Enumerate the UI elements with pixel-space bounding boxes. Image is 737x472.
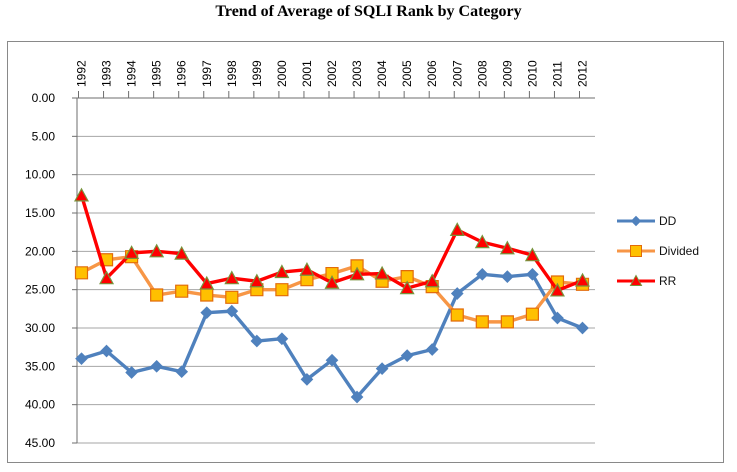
marker-rr xyxy=(499,240,515,255)
marker-divided xyxy=(275,283,289,297)
x-axis-label: 2002 xyxy=(325,60,339,87)
legend-label: RR xyxy=(659,274,677,288)
x-axis-label: 1995 xyxy=(150,60,164,87)
marker-divided xyxy=(525,307,539,321)
x-axis-label: 2006 xyxy=(425,60,439,87)
x-axis-label: 2012 xyxy=(576,60,590,87)
marker-rr xyxy=(274,264,290,279)
x-axis-label: 2004 xyxy=(375,60,389,87)
legend-item-dd: DD xyxy=(616,211,699,231)
marker-dd xyxy=(350,390,364,404)
marker-divided xyxy=(450,308,464,322)
x-axis-label: 2003 xyxy=(350,60,364,87)
x-axis-label: 2009 xyxy=(500,60,514,87)
marker-dd xyxy=(75,352,88,366)
x-axis-label: 1997 xyxy=(200,60,214,87)
x-axis-label: 1993 xyxy=(100,60,114,87)
marker-rr xyxy=(324,275,340,289)
y-axis-label: 30.00 xyxy=(25,321,55,335)
diamond-marker-icon xyxy=(617,215,655,227)
plot-area: 0.00 5.00 10.00 15.00 20.00 25.00 30.00 35.00 40… xyxy=(25,60,595,450)
square-marker-icon xyxy=(617,245,655,257)
marker-dd xyxy=(200,306,214,320)
chart-title: Trend of Average of SQLI Rank by Categor… xyxy=(215,3,522,20)
marker-dd xyxy=(275,332,289,346)
marker-rr xyxy=(549,282,565,297)
y-axis-label: 25.00 xyxy=(25,283,55,297)
y-axis-label: 40.00 xyxy=(25,398,55,412)
y-axis-label: 20.00 xyxy=(25,244,55,258)
marker-dd xyxy=(526,267,539,281)
marker-rr xyxy=(399,280,415,295)
marker-rr xyxy=(124,245,140,259)
marker-rr xyxy=(199,275,215,290)
marker-rr xyxy=(449,222,465,236)
marker-rr xyxy=(424,273,440,288)
marker-dd xyxy=(501,270,514,283)
marker-rr xyxy=(349,266,365,281)
marker-rr xyxy=(299,261,315,276)
x-axis-label: 1992 xyxy=(75,60,89,87)
x-axis-label: 2005 xyxy=(400,60,414,87)
marker-dd xyxy=(300,373,314,386)
legend-item-rr: RR xyxy=(616,271,699,291)
marker-rr xyxy=(249,273,265,288)
x-axis-label: 2008 xyxy=(475,60,489,87)
marker-rr xyxy=(374,265,390,280)
marker-rr xyxy=(474,234,490,249)
marker-dd xyxy=(450,287,464,300)
marker-dd xyxy=(100,344,113,358)
marker-divided xyxy=(175,284,189,298)
y-axis-label: 10.00 xyxy=(25,168,55,182)
marker-rr xyxy=(174,245,190,260)
marker-dd xyxy=(250,334,264,348)
marker-dd xyxy=(425,343,439,356)
marker-divided xyxy=(150,288,164,302)
legend-item-divided: Divided xyxy=(616,241,699,261)
x-axis-label: 2007 xyxy=(450,60,464,87)
triangle-marker-icon xyxy=(617,274,655,286)
y-axis-label: 0.00 xyxy=(32,91,56,105)
marker-rr xyxy=(524,247,540,262)
marker-rr xyxy=(149,243,165,258)
marker-dd xyxy=(325,353,339,367)
marker-divided xyxy=(200,288,214,302)
marker-divided xyxy=(400,270,414,284)
marker-divided xyxy=(350,259,364,273)
legend: DD Divided RR xyxy=(616,211,699,291)
x-axis-label: 2001 xyxy=(300,60,314,87)
marker-rr xyxy=(574,272,591,287)
marker-dd xyxy=(225,304,239,318)
marker-dd xyxy=(125,366,138,379)
y-axis-label: 5.00 xyxy=(32,129,56,143)
marker-dd xyxy=(150,359,163,373)
x-axis-label: 2010 xyxy=(525,60,539,87)
x-axis-label: 1998 xyxy=(225,60,239,87)
marker-dd xyxy=(551,311,564,325)
marker-divided xyxy=(500,315,514,329)
marker-dd xyxy=(175,365,189,379)
marker-rr xyxy=(73,187,90,202)
marker-rr xyxy=(224,270,240,285)
marker-rr xyxy=(99,270,115,285)
marker-dd xyxy=(375,362,389,375)
y-axis-label: 15.00 xyxy=(25,206,55,220)
legend-label: DD xyxy=(659,214,677,228)
x-axis-label: 1996 xyxy=(175,60,189,87)
x-axis-label: 2011 xyxy=(550,61,564,87)
marker-divided xyxy=(475,315,489,329)
marker-divided xyxy=(74,266,89,280)
y-axis-label: 45.00 xyxy=(25,436,55,450)
x-axis-label: 2000 xyxy=(275,60,289,87)
marker-dd xyxy=(475,267,489,281)
legend-label: Divided xyxy=(659,244,700,258)
x-axis-label: 1994 xyxy=(125,60,139,87)
marker-dd xyxy=(400,349,414,362)
marker-divided xyxy=(225,290,239,304)
x-axis-label: 1999 xyxy=(250,60,264,87)
marker-dd xyxy=(576,321,589,335)
y-axis-label: 35.00 xyxy=(25,359,55,373)
